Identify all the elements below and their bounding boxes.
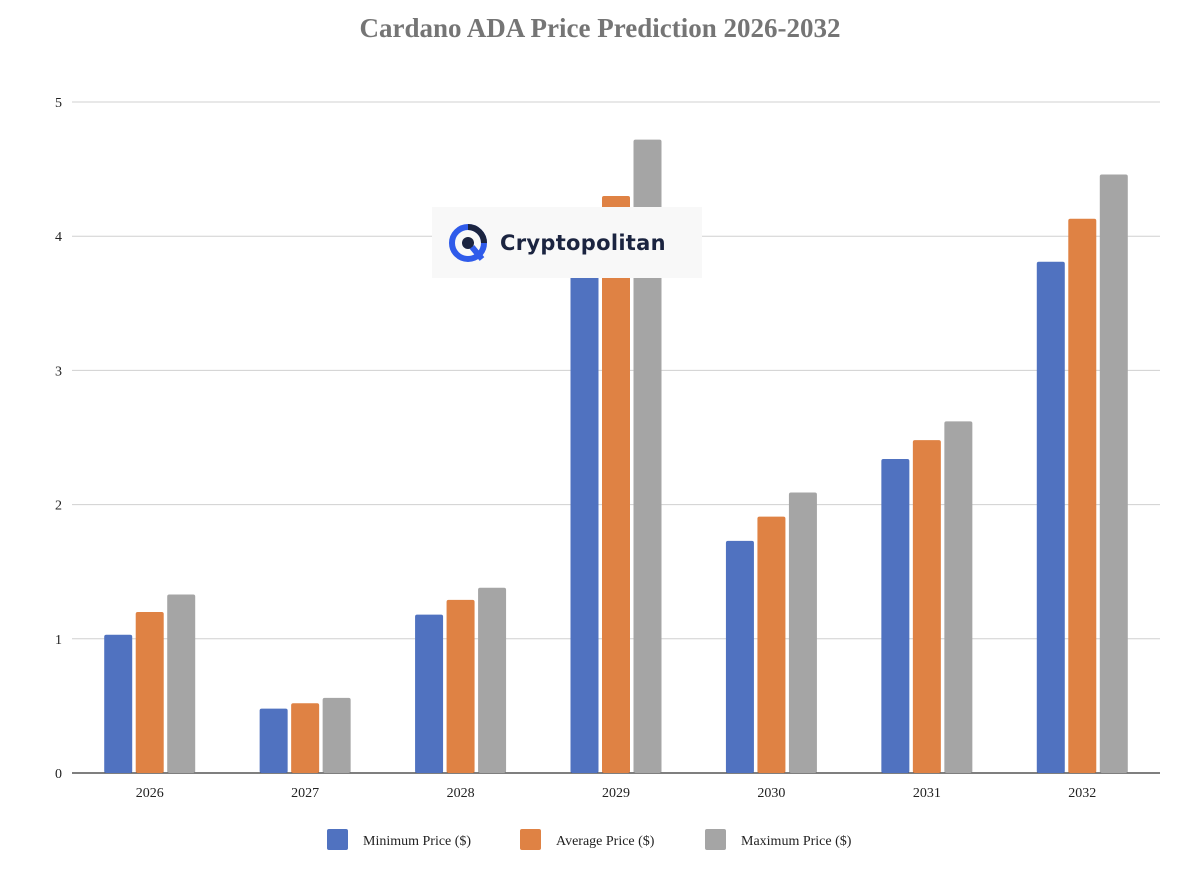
legend-swatch <box>520 829 541 850</box>
x-tick-label: 2032 <box>1068 786 1096 801</box>
y-tick-label: 2 <box>55 499 62 514</box>
bar-minimum-2030 <box>725 540 754 773</box>
bar-minimum-2029 <box>570 242 599 773</box>
x-tick-label: 2027 <box>291 786 319 801</box>
bar-maximum-2029 <box>633 139 662 774</box>
y-tick-label: 5 <box>55 96 62 111</box>
bar-average-2027 <box>291 703 320 773</box>
y-tick-label: 3 <box>55 364 62 379</box>
chart-title: Cardano ADA Price Prediction 2026-2032 <box>360 13 841 43</box>
y-tick-label: 0 <box>55 767 62 782</box>
x-tick-label: 2029 <box>602 786 630 801</box>
bar-minimum-2031 <box>881 458 910 773</box>
legend-label: Minimum Price ($) <box>363 834 471 849</box>
bar-maximum-2032 <box>1099 174 1128 773</box>
cryptopolitan-watermark: Cryptopolitan <box>432 207 702 278</box>
bar-minimum-2027 <box>259 708 288 773</box>
x-tick-label: 2028 <box>447 786 475 801</box>
bar-maximum-2028 <box>478 587 507 773</box>
bar-minimum-2026 <box>104 634 133 773</box>
legend-label: Maximum Price ($) <box>741 834 852 849</box>
bar-average-2028 <box>446 599 475 773</box>
bar-maximum-2030 <box>788 492 817 773</box>
bar-average-2026 <box>135 611 164 773</box>
bar-minimum-2032 <box>1036 261 1065 773</box>
bar-average-2032 <box>1068 218 1097 773</box>
x-tick-label: 2030 <box>757 786 785 801</box>
x-tick-label: 2031 <box>913 786 941 801</box>
bar-maximum-2031 <box>944 421 973 773</box>
bar-minimum-2028 <box>415 614 444 773</box>
bar-average-2030 <box>757 516 786 773</box>
bar-maximum-2027 <box>322 697 351 773</box>
watermark-text: Cryptopolitan <box>500 230 666 255</box>
legend-swatch <box>705 829 726 850</box>
bar-maximum-2026 <box>167 594 196 773</box>
y-tick-label: 1 <box>55 633 62 648</box>
y-tick-label: 4 <box>55 230 62 245</box>
bar-average-2031 <box>912 440 941 773</box>
legend-label: Average Price ($) <box>556 834 655 849</box>
x-tick-label: 2026 <box>136 786 164 801</box>
bar-average-2029 <box>602 195 630 773</box>
legend-swatch <box>327 829 348 850</box>
cryptopolitan-logo-icon <box>449 223 487 262</box>
